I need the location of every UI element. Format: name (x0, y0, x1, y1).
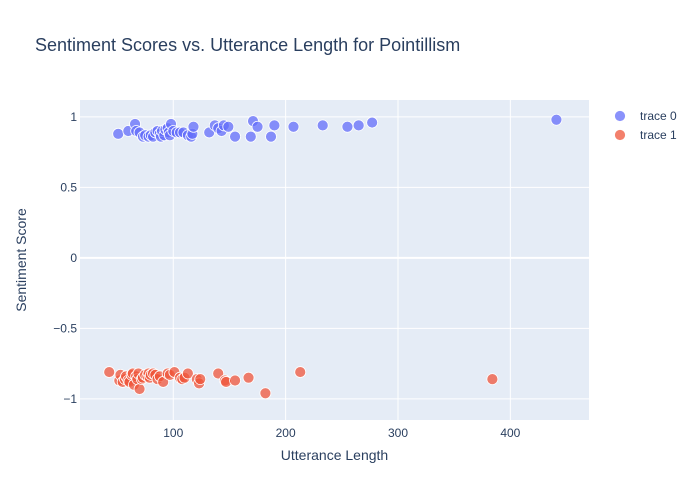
y-tick-label: −1 (63, 392, 77, 406)
x-tick-label: 300 (388, 426, 408, 440)
data-point (486, 373, 499, 386)
x-tick-label: 200 (276, 426, 296, 440)
data-point (550, 113, 563, 126)
data-point (229, 130, 241, 143)
data-point (112, 127, 125, 140)
plot-area (80, 100, 589, 420)
x-tick-label: 100 (163, 426, 183, 440)
legend-marker (614, 129, 626, 141)
series-trace-1 (103, 366, 499, 400)
tick-labels: 100 200 300 400 1 0.5 0 −0.5 −1 (53, 110, 520, 440)
data-point (259, 387, 272, 400)
data-point (287, 120, 300, 133)
y-tick-label: 0.5 (60, 180, 77, 194)
legend-label: trace 1 (640, 128, 677, 142)
data-point (268, 119, 281, 132)
data-point (341, 120, 354, 133)
data-point (244, 130, 257, 143)
data-point (229, 374, 241, 387)
gridlines (80, 100, 589, 420)
data-point (242, 371, 255, 384)
x-axis-title: Utterance Length (281, 447, 388, 463)
legend-item-trace-0[interactable]: trace 0 (614, 109, 678, 123)
data-point (133, 383, 146, 395)
data-point (352, 119, 365, 132)
legend[interactable]: trace 0 trace 1 (614, 109, 678, 142)
y-axis-title: Sentiment Score (13, 208, 29, 312)
data-point (181, 367, 194, 380)
data-point (103, 366, 116, 378)
data-point (316, 119, 329, 132)
chart-title: Sentiment Scores vs. Utterance Length fo… (35, 35, 460, 55)
data-point (294, 366, 307, 378)
data-point (187, 120, 200, 133)
y-tick-label: 0 (70, 251, 77, 265)
data-points (103, 113, 563, 400)
data-point (366, 116, 379, 129)
data-point (194, 373, 207, 386)
y-tick-label: −0.5 (53, 321, 77, 335)
y-tick-label: 1 (70, 110, 77, 124)
data-point (251, 120, 264, 133)
legend-label: trace 0 (640, 109, 677, 123)
legend-item-trace-1[interactable]: trace 1 (614, 128, 678, 142)
legend-marker (614, 110, 626, 122)
data-point (222, 120, 235, 133)
x-tick-label: 400 (500, 426, 520, 440)
series-trace-0 (112, 113, 563, 143)
data-point (265, 130, 277, 143)
